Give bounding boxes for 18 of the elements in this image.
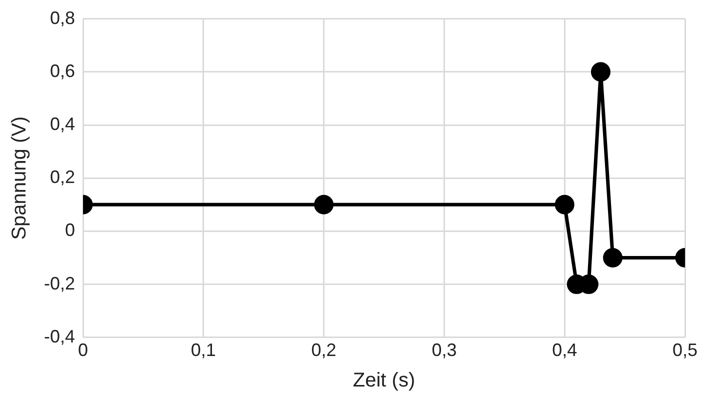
point bbox=[554, 194, 574, 214]
y-tick-label: 0,4 bbox=[50, 114, 76, 134]
y-tick-label: 0,8 bbox=[50, 8, 76, 28]
y-tick-label: -0,2 bbox=[44, 273, 76, 294]
x-tick-label: 0,1 bbox=[190, 340, 216, 360]
x-tick-label: 0,2 bbox=[311, 340, 336, 360]
point bbox=[603, 248, 623, 268]
y-tick-label: 0,6 bbox=[50, 60, 76, 81]
point bbox=[590, 62, 610, 82]
x-tick-label: 0,5 bbox=[672, 340, 698, 360]
y-tick-label: 0,2 bbox=[50, 167, 76, 188]
x-axis-title: Zeit (s) bbox=[352, 370, 416, 392]
x-tick-label: 0,3 bbox=[432, 340, 457, 360]
y-tick-label: 0 bbox=[65, 220, 76, 240]
x-tick-label: 0 bbox=[78, 340, 88, 360]
y-axis-title: Spannung (V) bbox=[8, 116, 31, 240]
y-tick-label: -0,4 bbox=[44, 326, 76, 346]
x-tick-label: 0,4 bbox=[552, 340, 578, 360]
